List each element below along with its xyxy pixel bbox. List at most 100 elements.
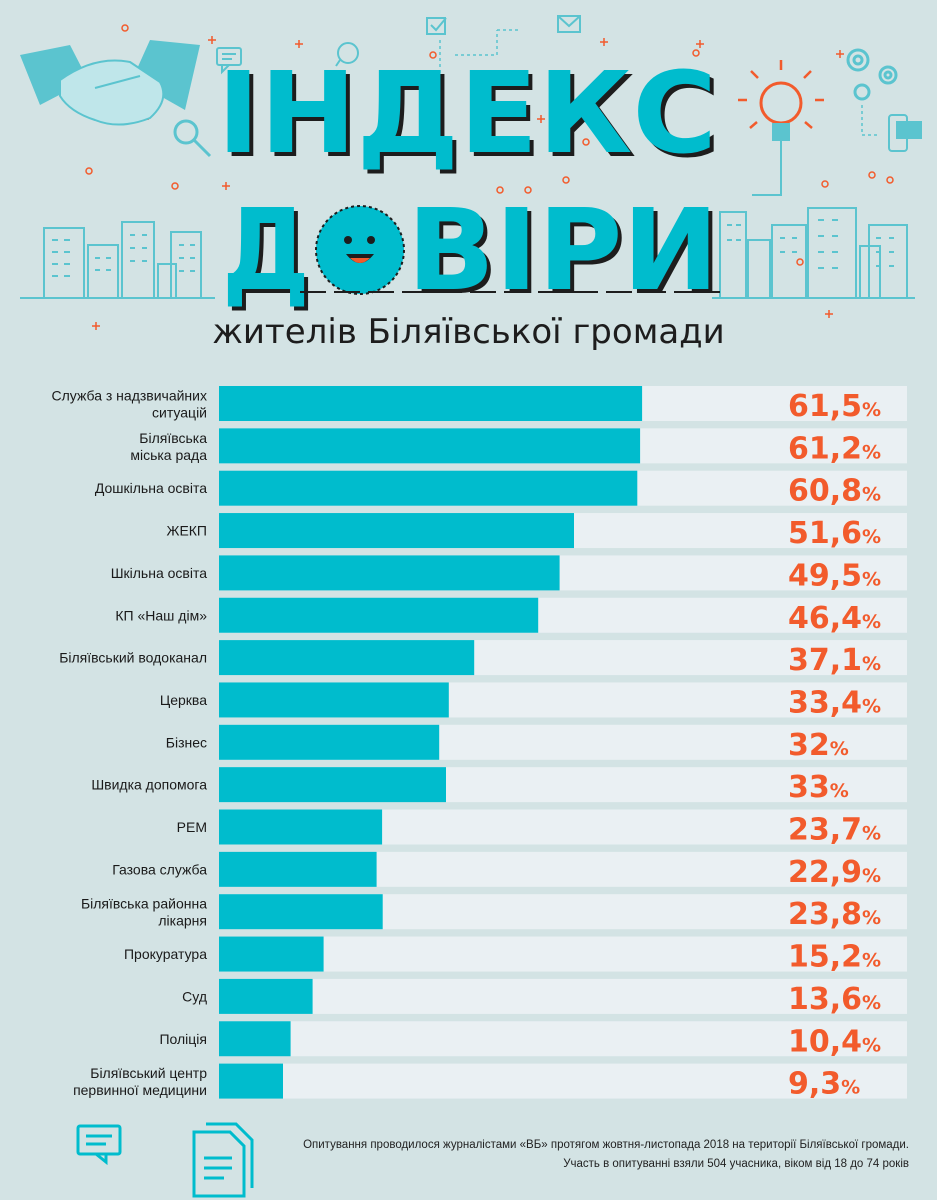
bar	[219, 809, 383, 845]
bar	[219, 767, 446, 803]
bar-row: КП «Наш дім» 46,4%	[115, 597, 907, 636]
value-label: 46,4%	[788, 601, 881, 636]
value-number: 23,8	[788, 897, 862, 932]
category-label-line: Шкільна освіта	[111, 565, 208, 581]
value-number: 13,6	[788, 982, 862, 1017]
svg-text:Д: Д	[222, 186, 310, 316]
value-number: 61,2	[788, 431, 862, 466]
category-label-line: Біляївський водоканал	[59, 650, 207, 666]
footnote-line2: Участь в опитуванні взяли 504 учасника, …	[563, 1158, 909, 1170]
svg-text:ІНДЕКС: ІНДЕКС	[217, 49, 717, 179]
subtitle: жителів Біляївської громади	[212, 312, 725, 352]
value-label: 9,3%	[788, 1067, 860, 1102]
category-label: Швидка допомога	[91, 777, 207, 793]
value-unit: %	[862, 484, 881, 506]
category-label: Біляївська міська рада	[130, 430, 207, 463]
value-unit: %	[862, 950, 881, 972]
svg-text:ВІРИ: ВІРИ	[411, 190, 723, 320]
bar-row: Біляївська районна лікарня 23,8%	[81, 894, 907, 932]
bar-track	[219, 978, 907, 1014]
value-label: 32%	[788, 728, 849, 763]
city-skyline-right	[712, 207, 915, 299]
bar-row: Служба з надзвичайних ситуацій 61,5%	[52, 386, 907, 424]
value-unit: %	[841, 1077, 860, 1099]
bar	[219, 386, 643, 421]
footnote-line1: Опитування проводилося журналістами «ВБ»…	[303, 1139, 909, 1151]
value-number: 37,1	[788, 643, 862, 678]
category-label-line: Газова служба	[112, 861, 207, 877]
gear-icon	[846, 48, 898, 101]
category-label: Суд	[182, 988, 207, 1004]
bar	[219, 597, 539, 633]
handshake-icon	[20, 40, 200, 126]
category-label-line: Церква	[160, 692, 207, 708]
value-unit: %	[830, 780, 849, 802]
value-label: 10,4%	[788, 1024, 881, 1059]
value-unit: %	[862, 907, 881, 929]
value-unit: %	[862, 399, 881, 421]
bar	[219, 936, 324, 972]
bar	[219, 1021, 291, 1057]
connector-line	[861, 105, 880, 136]
bar	[219, 851, 377, 887]
bar-row: Бізнес 32%	[166, 724, 907, 763]
value-label: 23,7%	[788, 813, 881, 848]
svg-text:ВІРИ: ВІРИ	[407, 186, 719, 316]
chat-bubble-icon	[216, 47, 242, 75]
category-label-line: Суд	[182, 988, 207, 1004]
value-label: 22,9%	[788, 855, 881, 890]
category-label: РЕМ	[177, 819, 207, 835]
category-label-line: лікарня	[158, 913, 207, 929]
category-label-line: Бізнес	[166, 734, 207, 750]
value-label: 33,4%	[788, 685, 881, 720]
category-label-line: Поліція	[159, 1031, 207, 1047]
checkbox-icon	[426, 17, 447, 35]
category-label: КП «Наш дім»	[115, 607, 207, 623]
value-label: 51,6%	[788, 516, 881, 551]
category-label-line: Прокуратура	[124, 946, 207, 962]
bar-row: Дошкільна освіта 60,8%	[95, 470, 907, 509]
bar-track	[219, 1063, 907, 1099]
value-unit: %	[862, 611, 881, 633]
svg-text:ІНДЕКС: ІНДЕКС	[221, 53, 721, 183]
category-label-line: Біляївська	[139, 430, 207, 446]
value-number: 49,5	[788, 558, 862, 593]
category-label-line: міська рада	[130, 447, 207, 463]
value-number: 33	[788, 770, 830, 805]
category-label: Газова служба	[112, 861, 207, 877]
value-unit: %	[862, 441, 881, 463]
category-label-line: Дошкільна освіта	[95, 480, 207, 496]
bar-row: Швидка допомога 33%	[91, 767, 907, 805]
envelope-icon	[557, 15, 581, 33]
bar-track	[219, 936, 907, 972]
category-label-line: РЕМ	[177, 819, 207, 835]
category-label-line: КП «Наш дім»	[115, 607, 207, 623]
value-unit: %	[862, 653, 881, 675]
value-label: 23,8%	[788, 897, 881, 932]
value-unit: %	[862, 1034, 881, 1056]
value-number: 9,3	[788, 1067, 841, 1102]
bar-row: РЕМ 23,7%	[177, 809, 907, 848]
value-label: 37,1%	[788, 643, 881, 678]
category-label-line: первинної медицини	[73, 1082, 207, 1098]
value-unit: %	[862, 526, 881, 548]
value-unit: %	[862, 568, 881, 590]
city-skyline-left	[20, 221, 215, 299]
header-illustration: ІНДЕКС ІНДЕКС Д Д ВІРИ ВІРИ	[20, 15, 922, 330]
footer-icons	[76, 1122, 254, 1198]
category-label-line: Біляївський центр	[90, 1065, 207, 1081]
bar-row: Шкільна освіта 49,5%	[111, 555, 907, 593]
document-icon	[192, 1122, 254, 1198]
footnote: Опитування проводилося журналістами «ВБ»…	[303, 1136, 909, 1174]
category-label: Біляївський водоканал	[59, 650, 207, 666]
value-label: 15,2%	[788, 940, 881, 975]
bar	[219, 682, 449, 718]
decor-dots	[85, 24, 894, 266]
bar	[219, 640, 475, 676]
bar-row: Біляївська міська рада 61,2%	[130, 428, 907, 466]
value-number: 46,4	[788, 601, 862, 636]
value-unit: %	[862, 992, 881, 1014]
value-unit: %	[830, 738, 849, 760]
category-label: Прокуратура	[124, 946, 207, 962]
category-label: Дошкільна освіта	[95, 480, 207, 496]
